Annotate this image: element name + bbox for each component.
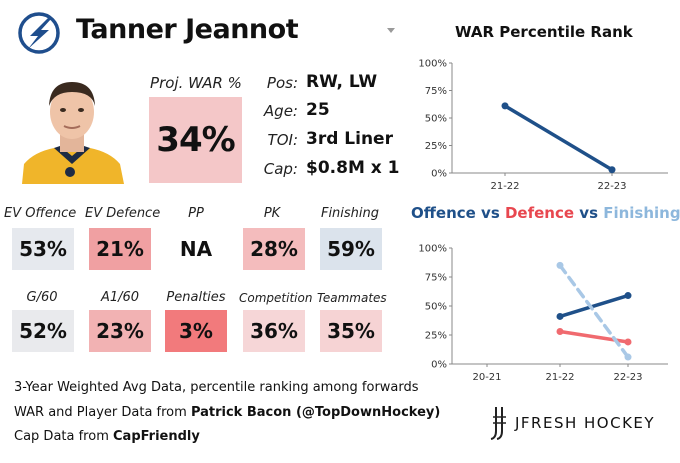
x-tick-label: 21-22 (490, 181, 519, 190)
offence-defence-finishing-chart: 0% 25% 50% 75% 100% 20-21 21-22 22-23 (418, 244, 668, 383)
footer-cap-source: Cap Data from CapFriendly (14, 429, 200, 444)
stat-value: 21% (89, 228, 151, 270)
info-value: 3rd Liner (306, 129, 393, 149)
x-tick-label: 20-21 (472, 372, 501, 383)
data-point (556, 328, 564, 336)
data-point (556, 312, 564, 320)
data-point (624, 292, 632, 300)
info-value: 25 (306, 100, 330, 120)
lightning-bolt-logo-icon (18, 12, 60, 54)
data-point (608, 166, 616, 174)
info-value: $0.8M x 1 (306, 158, 400, 178)
y-tick-label: 75% (425, 86, 447, 97)
info-label: Pos: (266, 74, 298, 92)
proj-war-value: 34% (149, 97, 242, 183)
x-tick-label: 22-23 (597, 181, 626, 190)
stat-label: A1/60 (100, 290, 140, 305)
stat-label: EV Offence (4, 206, 77, 221)
stat-value: 53% (12, 228, 74, 270)
player-headshot (14, 68, 130, 184)
info-value: RW, LW (306, 72, 378, 92)
footer-war-source: WAR and Player Data from Patrick Bacon (… (14, 405, 440, 420)
stat-label: EV Defence (85, 206, 161, 221)
stat-value: 23% (89, 310, 151, 352)
stat-value: 3% (165, 310, 227, 352)
footer-war-source-prefix: WAR and Player Data from (14, 405, 191, 420)
stat-value: 28% (243, 228, 305, 270)
jfresh-logo-icon (490, 407, 506, 440)
data-point (624, 338, 632, 346)
x-tick-label: 21-22 (545, 372, 574, 383)
y-tick-label: 50% (425, 114, 447, 125)
chart-title-part: Finishing (603, 204, 680, 222)
footer-war-source-name[interactable]: Patrick Bacon (@TopDownHockey) (190, 405, 441, 420)
data-point (624, 353, 632, 361)
stat-label: Competition (239, 291, 313, 305)
stat-value: 35% (320, 310, 382, 352)
stat-label: Penalties (166, 290, 226, 305)
stat-label: PP (188, 206, 204, 221)
info-row-toi: TOI: 3rd Liner (260, 129, 393, 155)
chart-title: WAR Percentile Rank (455, 23, 633, 41)
info-label: Age: (263, 102, 298, 120)
stat-label: PK (263, 206, 281, 221)
stat-label: Finishing (320, 206, 380, 221)
info-row-cap: Cap: $0.8M x 1 (260, 158, 400, 184)
info-label: Cap: (263, 160, 298, 178)
chart-title-part: Defence (504, 204, 575, 222)
stat-value: 52% (12, 310, 74, 352)
y-tick-label: 100% (418, 244, 447, 255)
chart-title-part: vs (475, 204, 505, 222)
stat-label: G/60 (26, 290, 58, 305)
y-tick-label: 100% (418, 59, 447, 70)
stat-value: 59% (320, 228, 382, 270)
stat-value: 36% (243, 310, 305, 352)
brand-name: JFRESH HOCKEY (515, 414, 656, 432)
y-tick-label: 0% (431, 169, 447, 180)
stat-label: Teammates (317, 291, 387, 305)
y-tick-label: 25% (425, 141, 447, 152)
y-tick-label: 25% (425, 331, 447, 342)
proj-war-label: Proj. WAR % (150, 74, 242, 92)
data-point (501, 102, 509, 110)
info-row-pos: Pos: RW, LW (260, 72, 390, 98)
footer-cap-source-prefix: Cap Data from (14, 429, 113, 444)
series-line (503, 104, 614, 172)
series-line (558, 263, 630, 359)
chart-title-part: Offence (411, 204, 476, 222)
y-tick-label: 50% (425, 302, 447, 313)
war-percentile-chart: 0% 25% 50% 75% 100% 21-22 22-23 (418, 59, 668, 190)
footer-cap-source-name[interactable]: CapFriendly (113, 429, 200, 444)
info-label: TOI: (267, 131, 298, 149)
data-point (556, 261, 564, 269)
chart-title: Offence vs Defence vs Finishing (411, 204, 680, 222)
x-tick-label: 22-23 (613, 372, 642, 383)
stat-value: NA (165, 228, 227, 270)
chart-title-part: vs (574, 204, 604, 222)
info-row-age: Age: 25 (260, 100, 390, 126)
y-tick-label: 75% (425, 273, 447, 284)
player-name: Tanner Jeannot (76, 14, 299, 45)
footer-note: 3-Year Weighted Avg Data, percentile ran… (14, 380, 419, 395)
chevron-down-icon[interactable] (386, 27, 396, 35)
y-tick-label: 0% (431, 360, 447, 371)
series-line (558, 293, 630, 319)
